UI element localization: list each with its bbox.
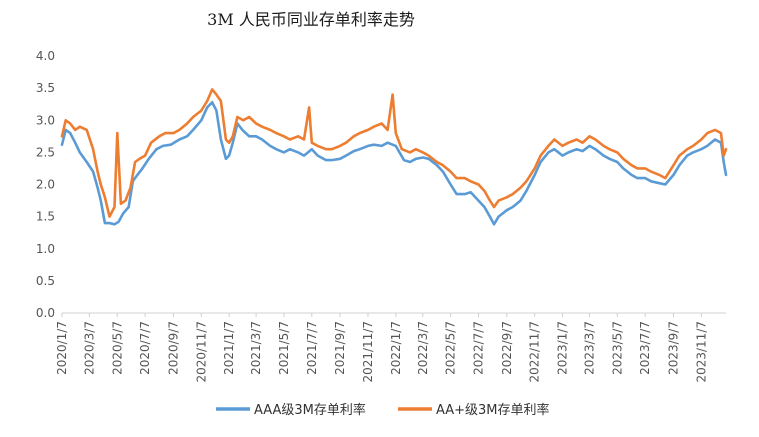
x-tick-label: 2021/1/7 [222,321,236,375]
x-tick-label: 2021/7/7 [305,321,319,375]
x-tick-label: 2023/11/7 [694,321,708,383]
y-tick-label: 3.0 [36,113,55,127]
x-tick-label: 2022/1/7 [389,321,403,375]
y-tick-label: 2.0 [36,178,55,192]
y-tick-label: 4.0 [36,49,55,63]
x-tick-label: 2023/7/7 [638,321,652,375]
x-tick-label: 2021/3/7 [249,321,263,375]
x-tick-label: 2022/11/7 [528,321,542,383]
x-tick-label: 2022/9/7 [500,321,514,375]
series-lines [60,88,728,226]
chart-title: 3M 人民币同业存单利率走势 [207,10,415,29]
x-tick-label: 2020/5/7 [110,321,124,375]
x-tick-label: 2022/7/7 [471,321,485,375]
x-tick-label: 2020/7/7 [138,321,152,375]
x-tick-label: 2023/5/7 [610,321,624,375]
series-line-0 [60,101,728,226]
x-tick-label: 2023/3/7 [582,321,596,375]
x-tick-label: 2021/11/7 [361,321,375,383]
legend-label-1: AA+级3M存单利率 [436,402,550,418]
legend-label-0: AAA级3M存单利率 [254,402,366,418]
y-tick-label: 1.0 [36,242,55,256]
y-tick-label: 0.5 [36,274,55,288]
y-tick-label: 1.5 [36,210,55,224]
x-tick-label: 2021/5/7 [277,321,291,375]
legend: AAA级3M存单利率 AA+级3M存单利率 [216,402,550,418]
y-tick-label: 3.5 [36,81,55,95]
y-tick-label: 2.5 [36,145,55,159]
x-tick-label: 2020/3/7 [82,321,96,375]
x-tick-label: 2023/9/7 [666,321,680,375]
y-axis: 0.0 0.5 1.0 1.5 2.0 2.5 3.0 3.5 4.0 [36,49,55,320]
x-tick-label: 2020/11/7 [194,321,208,383]
y-tick-label: 0.0 [36,306,55,320]
x-tick-label: 2020/1/7 [55,321,69,375]
x-axis: 2020/1/7 2020/3/7 2020/5/7 2020/7/7 2020/9/7… [55,313,708,383]
x-tick-label: 2023/1/7 [556,321,570,375]
series-line-1 [60,88,728,218]
x-tick-label: 2021/9/7 [333,321,347,375]
x-tick-label: 2020/9/7 [166,321,180,375]
x-tick-label: 2022/5/7 [444,321,458,375]
x-tick-label: 2022/3/7 [416,321,430,375]
